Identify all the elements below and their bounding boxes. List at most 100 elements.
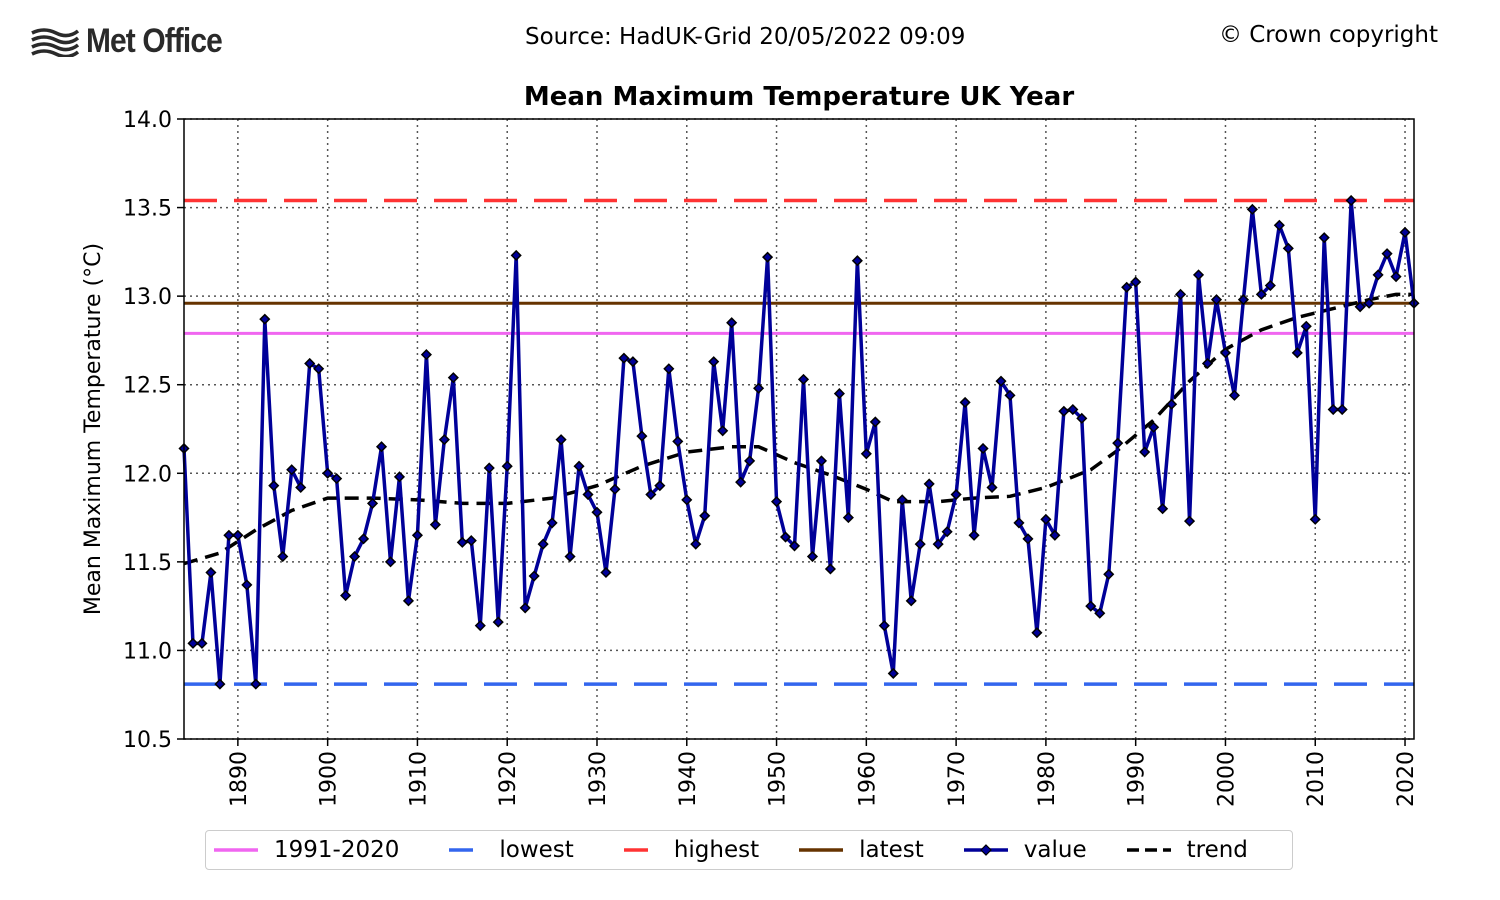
copyright-text: © Crown copyright [1218, 22, 1438, 48]
legend-label: lowest [499, 837, 574, 863]
x-tick-label: 1890 [227, 751, 252, 807]
value-line [182, 198, 1416, 686]
data-point [501, 460, 513, 472]
data-point [304, 357, 316, 370]
y-tick-label: 14.0 [123, 108, 172, 133]
data-point [681, 494, 693, 506]
data-point [663, 363, 675, 375]
y-tick-label: 12.5 [123, 374, 172, 399]
x-tick-label: 2000 [1214, 751, 1239, 807]
data-point [753, 382, 765, 394]
data-point [654, 480, 666, 492]
data-point [1121, 281, 1133, 293]
data-point [402, 595, 415, 607]
data-point [420, 349, 432, 361]
data-point [744, 455, 756, 467]
y-tick-label: 11.5 [123, 551, 172, 576]
data-point [1210, 294, 1223, 306]
legend-swatch [963, 844, 1008, 856]
data-point [905, 595, 917, 607]
data-point [223, 529, 235, 541]
data-point [438, 434, 450, 446]
data-point [1246, 203, 1258, 215]
data-point [1390, 271, 1402, 283]
legend-item-latest: latest [797, 837, 962, 863]
data-point [196, 637, 208, 649]
data-point [1309, 513, 1321, 525]
data-point [546, 517, 558, 529]
brand-name: Met Office [86, 22, 223, 60]
chart-title: Mean Maximum Temperature UK Year [524, 82, 1074, 112]
data-point [1076, 412, 1088, 424]
data-point [456, 536, 468, 548]
data-point [672, 435, 684, 447]
data-point [770, 496, 783, 508]
data-point [860, 448, 872, 460]
legend-item-highest: highest [612, 837, 797, 863]
data-point [959, 396, 971, 408]
data-point [519, 602, 531, 614]
legend-label: trend [1186, 837, 1248, 863]
data-point [627, 356, 639, 368]
x-tick-label: 1990 [1125, 751, 1150, 807]
data-point [1345, 194, 1357, 207]
data-point [950, 488, 962, 501]
data-point [600, 566, 612, 579]
legend-swatch [623, 848, 648, 852]
met-office-logo: Met Office [30, 22, 240, 61]
data-point [375, 441, 388, 453]
data-point [322, 467, 334, 479]
data-point [609, 483, 621, 495]
data-point [429, 519, 441, 531]
data-point [1354, 301, 1366, 313]
data-point [1381, 248, 1393, 260]
source-text: Source: HadUK-Grid 20/05/2022 09:09 [525, 24, 966, 50]
data-point [1192, 269, 1205, 281]
data-point [1399, 226, 1411, 238]
legend-swatch [799, 848, 844, 852]
data-point [1013, 517, 1025, 529]
data-point [1183, 515, 1196, 527]
x-tick-label: 1940 [676, 751, 701, 807]
data-point [806, 550, 819, 563]
data-point [1327, 403, 1339, 416]
data-point [465, 535, 477, 547]
data-point [187, 637, 199, 649]
x-tick-label: 2010 [1304, 751, 1329, 807]
data-point [259, 313, 271, 325]
x-tick-label: 1920 [496, 751, 521, 807]
data-point [1228, 389, 1240, 401]
y-tick-label: 12.0 [123, 462, 172, 487]
legend-swatch [449, 848, 474, 852]
data-point [797, 373, 810, 385]
x-tick-label: 1970 [945, 751, 970, 807]
data-point [896, 494, 908, 506]
data-point [699, 510, 711, 522]
data-point [869, 416, 881, 428]
data-point [277, 550, 289, 563]
data-point [690, 538, 702, 550]
data-point [349, 550, 361, 563]
data-point [564, 550, 576, 563]
data-point [1148, 421, 1160, 433]
data-point [986, 481, 998, 494]
x-tick-label: 1980 [1035, 751, 1060, 807]
data-point [313, 363, 325, 375]
data-point [717, 425, 729, 437]
y-axis-label: Mean Maximum Temperature (°C) [81, 243, 106, 615]
data-point [1219, 347, 1232, 359]
legend-label: latest [859, 837, 924, 863]
data-point [1112, 437, 1124, 449]
data-point [331, 473, 343, 485]
data-point [1264, 279, 1276, 292]
data-point [851, 255, 863, 267]
data-point [1300, 320, 1312, 332]
data-point [1085, 600, 1097, 612]
x-tick-label: 1960 [855, 751, 880, 807]
data-point [1004, 389, 1016, 401]
data-point [735, 476, 747, 488]
data-point [1049, 529, 1061, 541]
data-point [636, 430, 648, 442]
grid [184, 118, 1414, 740]
data-point [295, 481, 307, 494]
